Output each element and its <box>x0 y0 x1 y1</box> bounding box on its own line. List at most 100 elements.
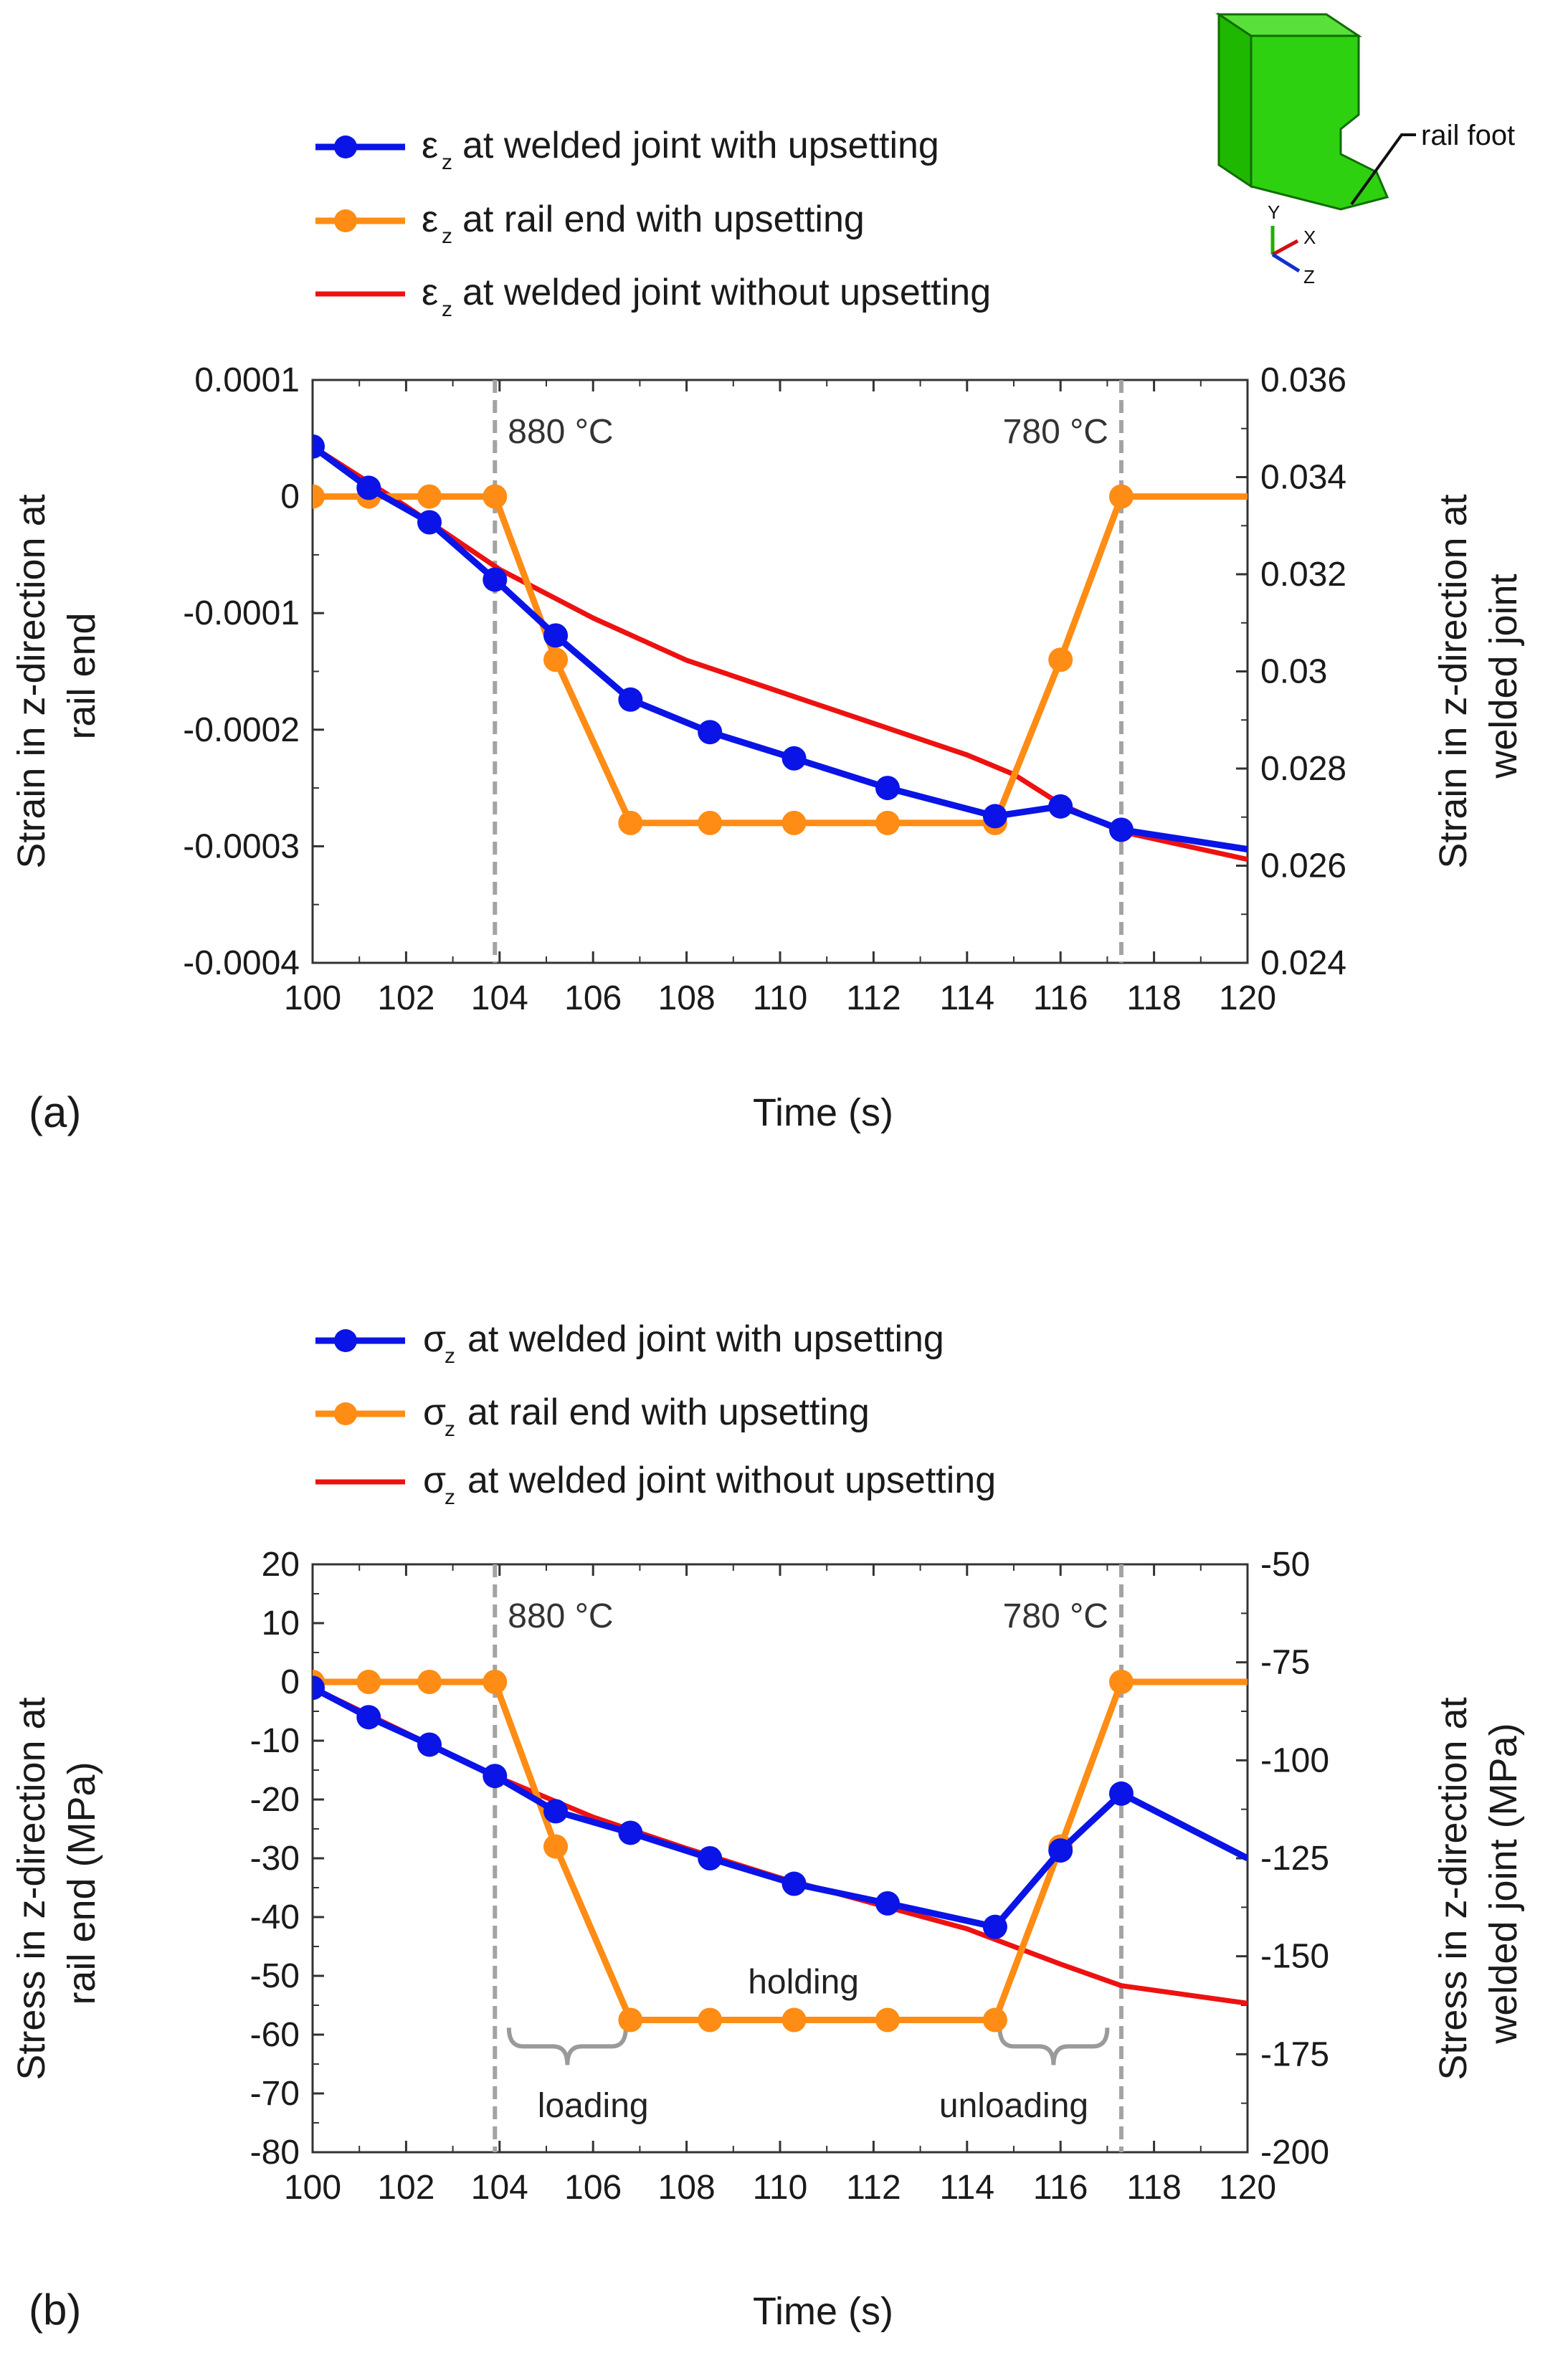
data-point-b <box>543 1799 569 1824</box>
data-point-a <box>781 810 807 835</box>
y-tick-label-a: -0.0002 <box>183 711 300 749</box>
data-point-a <box>875 776 900 801</box>
x-tick-label-b: 102 <box>377 2169 434 2207</box>
legend-b-sub-2: z <box>445 1417 455 1441</box>
legend-a-symbol-3: ε <box>422 272 438 313</box>
y2-axis-title-a: Strain in z-direction at welded joint <box>1432 483 1525 868</box>
y2-axis-title-b: Stress in z-direction at welded joint (M… <box>1432 1686 1525 2080</box>
x-tick-label-b: 116 <box>1033 2169 1088 2207</box>
data-point-a <box>313 434 325 459</box>
data-point-a <box>875 810 900 835</box>
data-point-a <box>1108 817 1134 842</box>
series-line-b <box>313 1686 1248 2006</box>
data-point-a <box>356 475 381 500</box>
data-point-b <box>417 1732 442 1757</box>
legend-a-marker-1 <box>334 135 357 158</box>
data-point-a <box>483 484 508 509</box>
y-tick-label-b: -10 <box>250 1722 300 1760</box>
y-tick-label-a: 0.0001 <box>194 361 300 399</box>
series-a-2 <box>313 444 1248 862</box>
x-tick-label-b: 104 <box>471 2169 528 2207</box>
phase-label-b: unloading <box>939 2087 1088 2125</box>
y-tick-label-a: -0.0003 <box>183 827 300 865</box>
plot-frame-a <box>311 379 1249 964</box>
y-tick-label-b: -60 <box>250 2016 300 2054</box>
data-point-a <box>698 810 723 835</box>
legend-a-text-2: at rail end with upsetting <box>462 199 865 240</box>
triad-z-label: Z <box>1303 266 1315 287</box>
legend-b-entry-3: σ z at welded joint without upsetting <box>315 1460 996 1509</box>
plot-area-b: 100 102 104 106 108 110 112 114 116 118 12020100-1… <box>250 1546 1329 2207</box>
temperature-label-a: 780 °C <box>1003 413 1108 451</box>
rail-inset: rail foot Y X Z <box>1215 12 1515 287</box>
x-tick-label-a: 120 <box>1219 979 1276 1017</box>
triad-z-axis <box>1271 252 1301 273</box>
y-axis-title-b-line-2: rail end (MPa) <box>60 1761 103 2005</box>
rail-body <box>1250 34 1389 211</box>
series-b-0 <box>313 1675 1248 1939</box>
data-point-b <box>875 1891 900 1916</box>
legend-a-entry-1: ε z at welded joint with upsetting <box>315 125 939 174</box>
y-tick-label-a: -0.0001 <box>183 594 300 632</box>
legend-a-symbol-1: ε <box>422 125 438 166</box>
legend-b-text-3: at welded joint without upsetting <box>467 1460 996 1501</box>
x-tick-label-a: 108 <box>658 979 716 1017</box>
data-point-b <box>698 1846 723 1870</box>
phase-brace-b <box>506 2027 628 2065</box>
phase-label-b: holding <box>748 1964 859 2002</box>
y-axis-title-a-line-2: rail end <box>60 612 103 739</box>
plot-frame-b <box>311 1563 1249 2154</box>
y2-axis-title-a-line-1: Strain in z-direction at <box>1432 494 1475 868</box>
y2-tick-label-b: -100 <box>1260 1741 1329 1779</box>
legend-a-text-1: at welded joint with upsetting <box>462 125 939 166</box>
data-point-b <box>543 1834 569 1859</box>
series-line-a <box>313 444 1248 862</box>
data-point-b <box>1108 1670 1134 1694</box>
x-tick-label-a: 110 <box>753 979 808 1017</box>
data-point-a <box>781 746 807 771</box>
data-point-b <box>1048 1838 1073 1863</box>
x-tick-label-b: 110 <box>753 2169 808 2207</box>
data-point-b <box>1108 1781 1134 1806</box>
y2-tick-label-b: -150 <box>1260 1938 1329 1976</box>
panel-label-a: (a) <box>29 1088 81 1136</box>
data-point-a <box>417 510 442 535</box>
x-tick-label-a: 102 <box>377 979 434 1017</box>
legend-b-text-1: at welded joint with upsetting <box>467 1318 944 1360</box>
temperature-label-b: 880 °C <box>508 1597 613 1635</box>
data-point-b <box>698 2007 723 2032</box>
data-point-b <box>417 1670 442 1694</box>
x-tick-label-a: 106 <box>564 979 622 1017</box>
series-a-0 <box>313 434 1248 852</box>
data-point-a <box>698 720 723 745</box>
y-tick-label-b: -70 <box>250 2075 300 2113</box>
legend-b-symbol-1: σ <box>423 1318 446 1360</box>
legend-b-marker-1 <box>334 1329 357 1352</box>
data-point-b <box>781 2007 807 2032</box>
y2-tick-label-a: 0.032 <box>1260 556 1346 594</box>
x-tick-label-b: 120 <box>1219 2169 1276 2207</box>
data-point-b <box>483 1670 508 1694</box>
legend-a-sub-1: z <box>442 151 452 174</box>
y2-tick-label-a: 0.024 <box>1260 944 1346 982</box>
x-tick-label-a: 116 <box>1033 979 1088 1017</box>
y2-axis-title-b-line-2: welded joint (MPa) <box>1482 1723 1525 2044</box>
y-axis-title-a: Strain in z-direction at rail end <box>10 483 103 868</box>
data-point-b <box>483 1764 508 1789</box>
x-tick-label-a: 104 <box>471 979 528 1017</box>
x-tick-label-b: 106 <box>564 2169 622 2207</box>
data-point-b <box>313 1675 325 1701</box>
y2-tick-label-b: -175 <box>1260 2035 1329 2073</box>
data-point-b <box>618 2007 643 2032</box>
data-point-b <box>875 2007 900 2032</box>
y2-tick-label-a: 0.028 <box>1260 750 1346 788</box>
y-tick-label-b: -20 <box>250 1781 300 1819</box>
legend-b-sub-3: z <box>445 1485 455 1509</box>
legend-a-entry-2: ε z at rail end with upsetting <box>315 199 865 248</box>
legend-b: σ z at welded joint with upsetting σ z a… <box>315 1318 996 1509</box>
rail-web-side <box>1217 12 1253 189</box>
data-point-a <box>1048 794 1073 819</box>
y2-tick-label-a: 0.034 <box>1260 459 1346 497</box>
temperature-label-a: 880 °C <box>508 413 613 451</box>
